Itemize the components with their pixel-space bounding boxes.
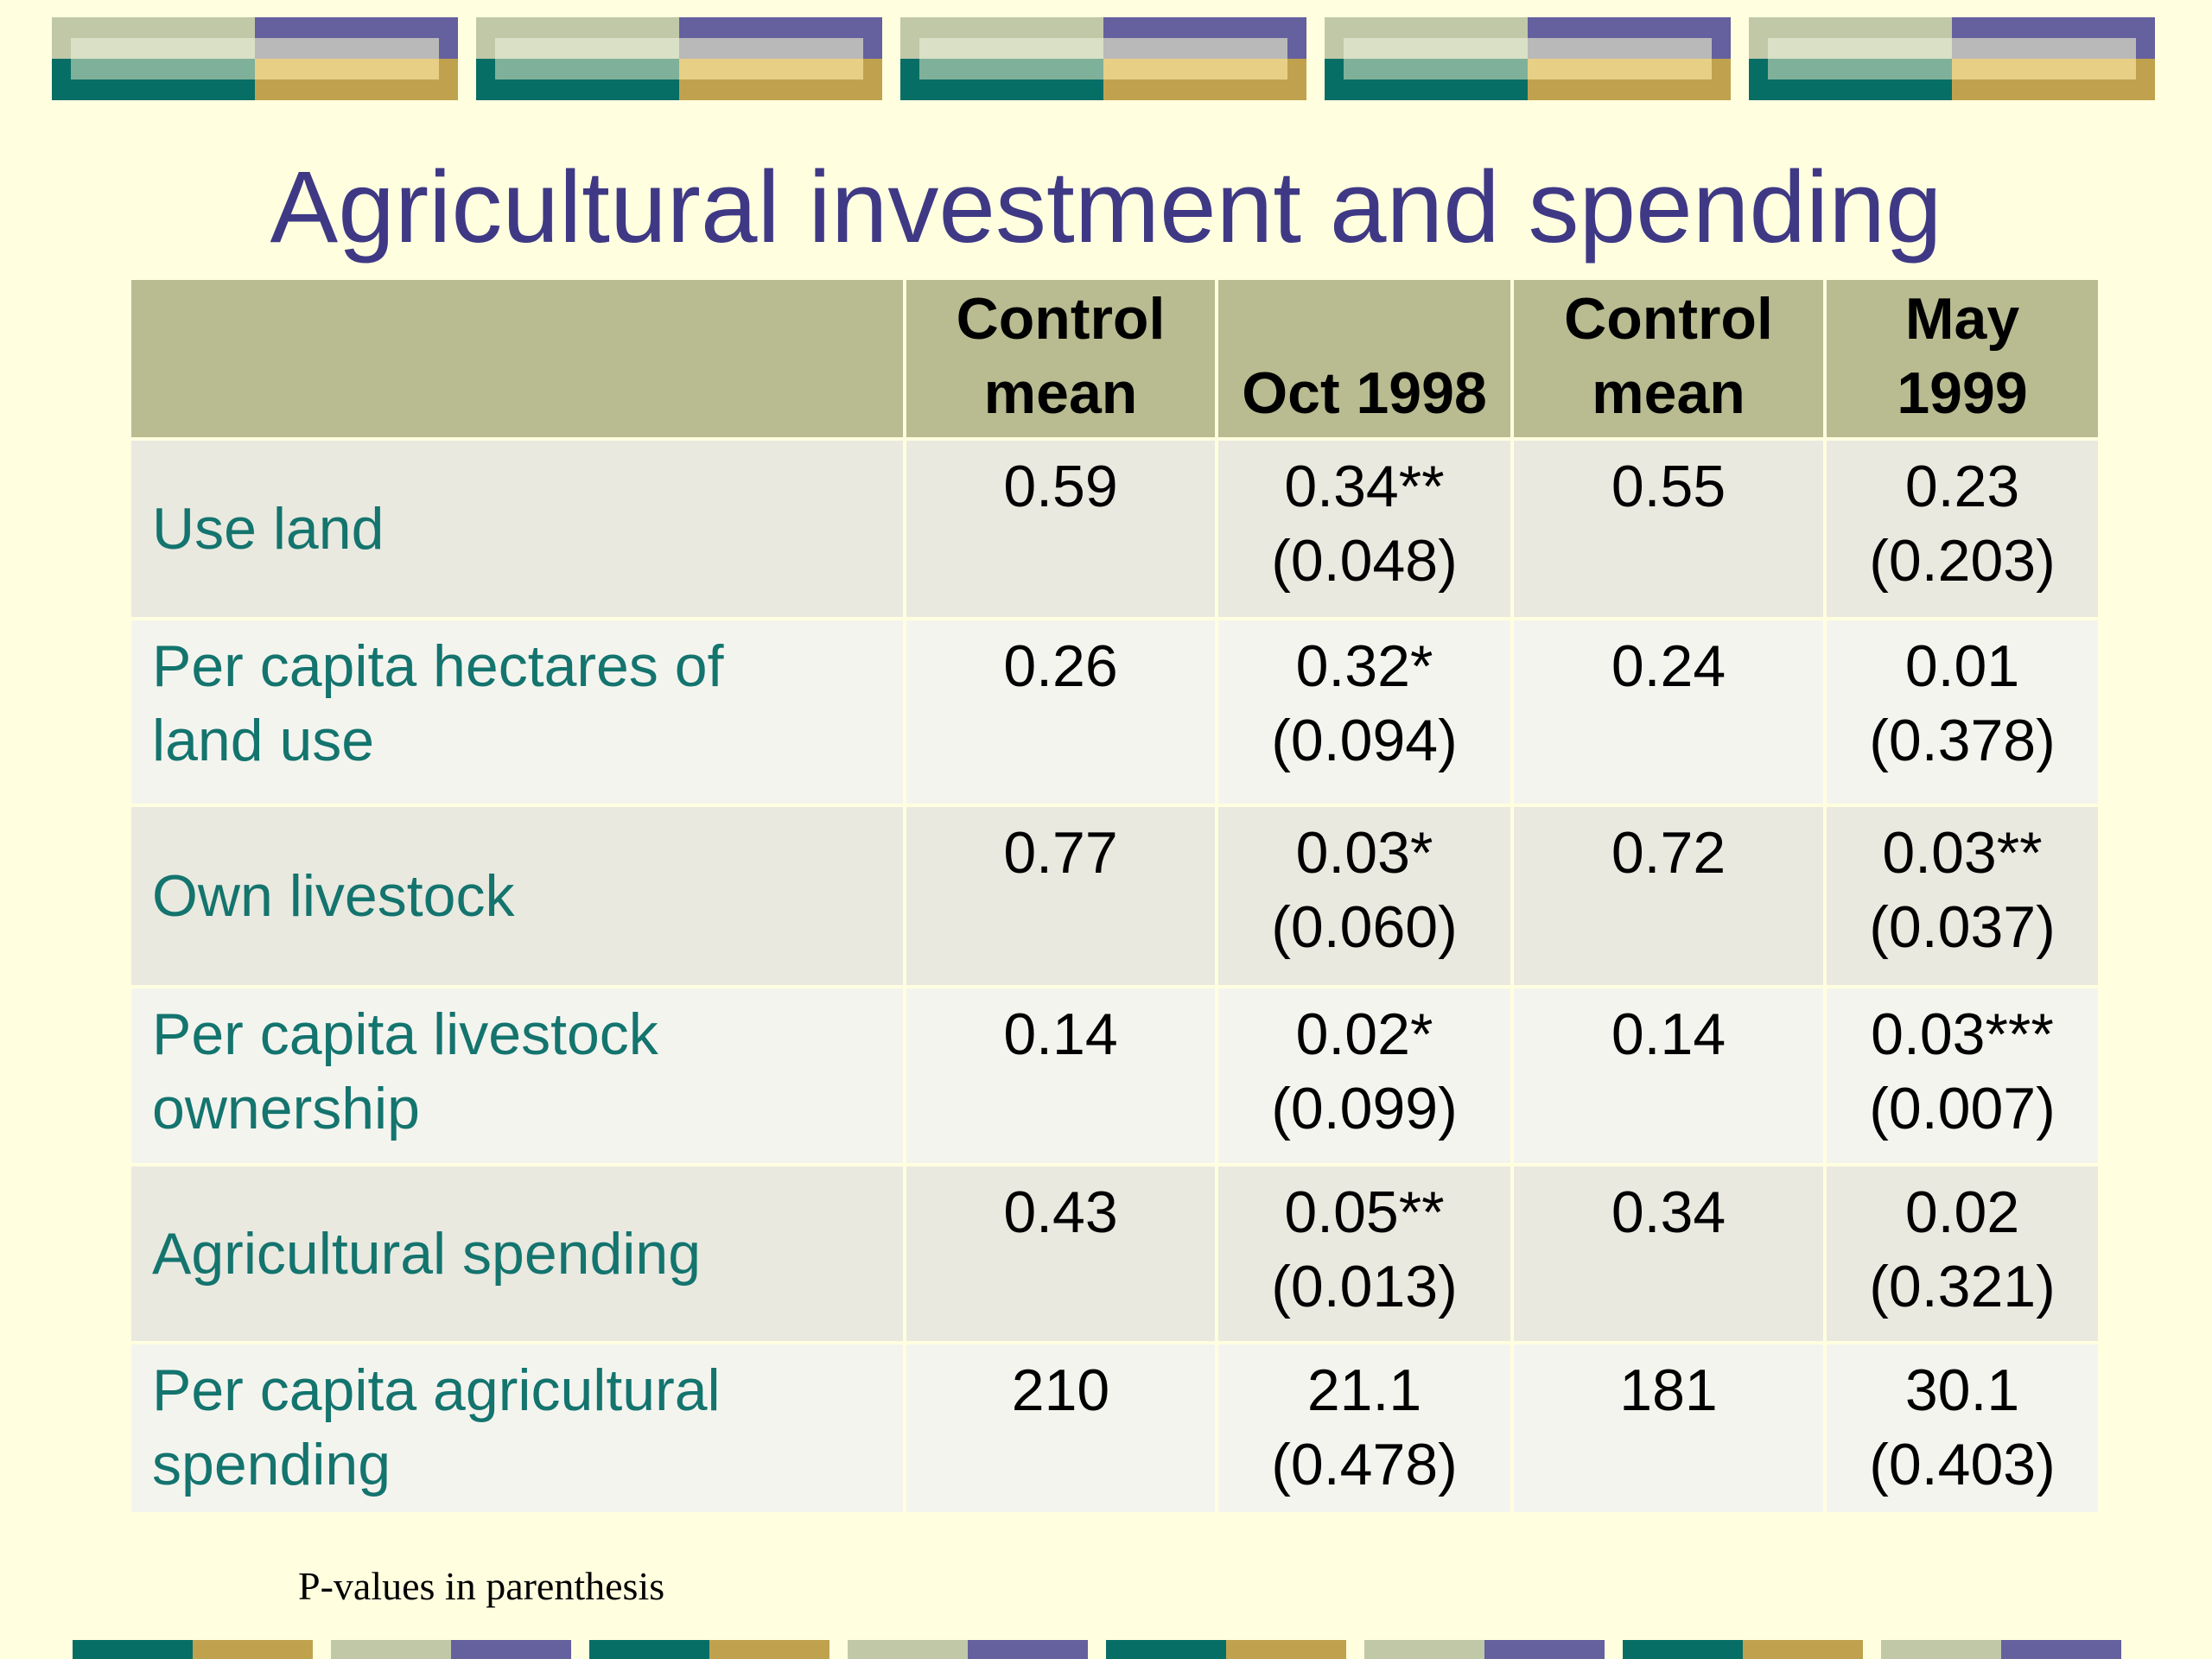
may-1999-cell: 0.03*** (0.007) — [1823, 985, 2101, 1166]
control-mean-1999-cell: 0.24 — [1510, 617, 1827, 807]
control-mean-1998-cell: 210 — [903, 1341, 1218, 1516]
control-mean-1998-cell: 0.77 — [903, 804, 1218, 988]
banner-block — [589, 1640, 830, 1659]
control-mean-1998-cell: 0.14 — [903, 985, 1218, 1166]
header-control-mean-1999: Control mean — [1510, 276, 1827, 441]
row-label: Own livestock — [128, 804, 906, 988]
banner-block — [1881, 1640, 2121, 1659]
banner-tile — [52, 17, 458, 100]
banner-tile — [900, 17, 1306, 100]
may-1999-cell: 0.03** (0.037) — [1823, 804, 2101, 988]
oct-1998-cell: 0.05** (0.013) — [1215, 1163, 1514, 1344]
row-label: Agricultural spending — [128, 1163, 906, 1344]
control-mean-1998-cell: 0.59 — [903, 437, 1218, 620]
table-row: Agricultural spending 0.43 0.05** (0.013)… — [128, 1163, 2101, 1344]
header-control-mean-1998: Control mean — [903, 276, 1218, 441]
table-row: Per capita livestock ownership 0.14 0.02… — [128, 985, 2101, 1166]
banner-block — [1106, 1640, 1346, 1659]
row-label: Per capita livestock ownership — [128, 985, 906, 1166]
table-row: Own livestock 0.77 0.03* (0.060) 0.72 0.0… — [128, 804, 2101, 988]
banner-block — [73, 1640, 313, 1659]
control-mean-1999-cell: 0.34 — [1510, 1163, 1827, 1344]
table-row: Use land 0.59 0.34** (0.048) 0.55 0.23 (0.… — [128, 437, 2101, 620]
header-may-1999: May 1999 — [1823, 276, 2101, 441]
control-mean-1999-cell: 181 — [1510, 1341, 1827, 1516]
header-oct-1998: Oct 1998 — [1215, 276, 1514, 441]
oct-1998-cell: 0.32* (0.094) — [1215, 617, 1514, 807]
slide-title: Agricultural investment and spending — [270, 150, 1942, 264]
banner-block — [1364, 1640, 1605, 1659]
banner-tile — [1749, 17, 2155, 100]
banner-tile — [1325, 17, 1731, 100]
table-header-row: Control mean Oct 1998 Control mean May 1… — [128, 276, 2101, 441]
banner-block — [331, 1640, 571, 1659]
banner-tile — [476, 17, 882, 100]
banner-block — [848, 1640, 1088, 1659]
oct-1998-cell: 21.1 (0.478) — [1215, 1341, 1514, 1516]
oct-1998-cell: 0.02* (0.099) — [1215, 985, 1514, 1166]
oct-1998-cell: 0.34** (0.048) — [1215, 437, 1514, 620]
row-label: Per capita hectares of land use — [128, 617, 906, 807]
control-mean-1999-cell: 0.55 — [1510, 437, 1827, 620]
row-label: Per capita agricultural spending — [128, 1341, 906, 1516]
oct-1998-cell: 0.03* (0.060) — [1215, 804, 1514, 988]
may-1999-cell: 30.1 (0.403) — [1823, 1341, 2101, 1516]
may-1999-cell: 0.02 (0.321) — [1823, 1163, 2101, 1344]
top-decorative-banner — [0, 17, 2212, 100]
may-1999-cell: 0.01 (0.378) — [1823, 617, 2101, 807]
row-label: Use land — [128, 437, 906, 620]
header-cell-empty — [128, 276, 906, 441]
control-mean-1998-cell: 0.26 — [903, 617, 1218, 807]
results-table: Control mean Oct 1998 Control mean May 1… — [128, 276, 2101, 1516]
control-mean-1999-cell: 0.14 — [1510, 985, 1827, 1166]
banner-block — [1623, 1640, 1863, 1659]
control-mean-1998-cell: 0.43 — [903, 1163, 1218, 1344]
control-mean-1999-cell: 0.72 — [1510, 804, 1827, 988]
table-row: Per capita hectares of land use 0.26 0.3… — [128, 617, 2101, 807]
table-row: Per capita agricultural spending 210 21.… — [128, 1341, 2101, 1516]
may-1999-cell: 0.23 (0.203) — [1823, 437, 2101, 620]
bottom-decorative-banner — [0, 1640, 2212, 1659]
footnote: P-values in parenthesis — [298, 1564, 665, 1608]
